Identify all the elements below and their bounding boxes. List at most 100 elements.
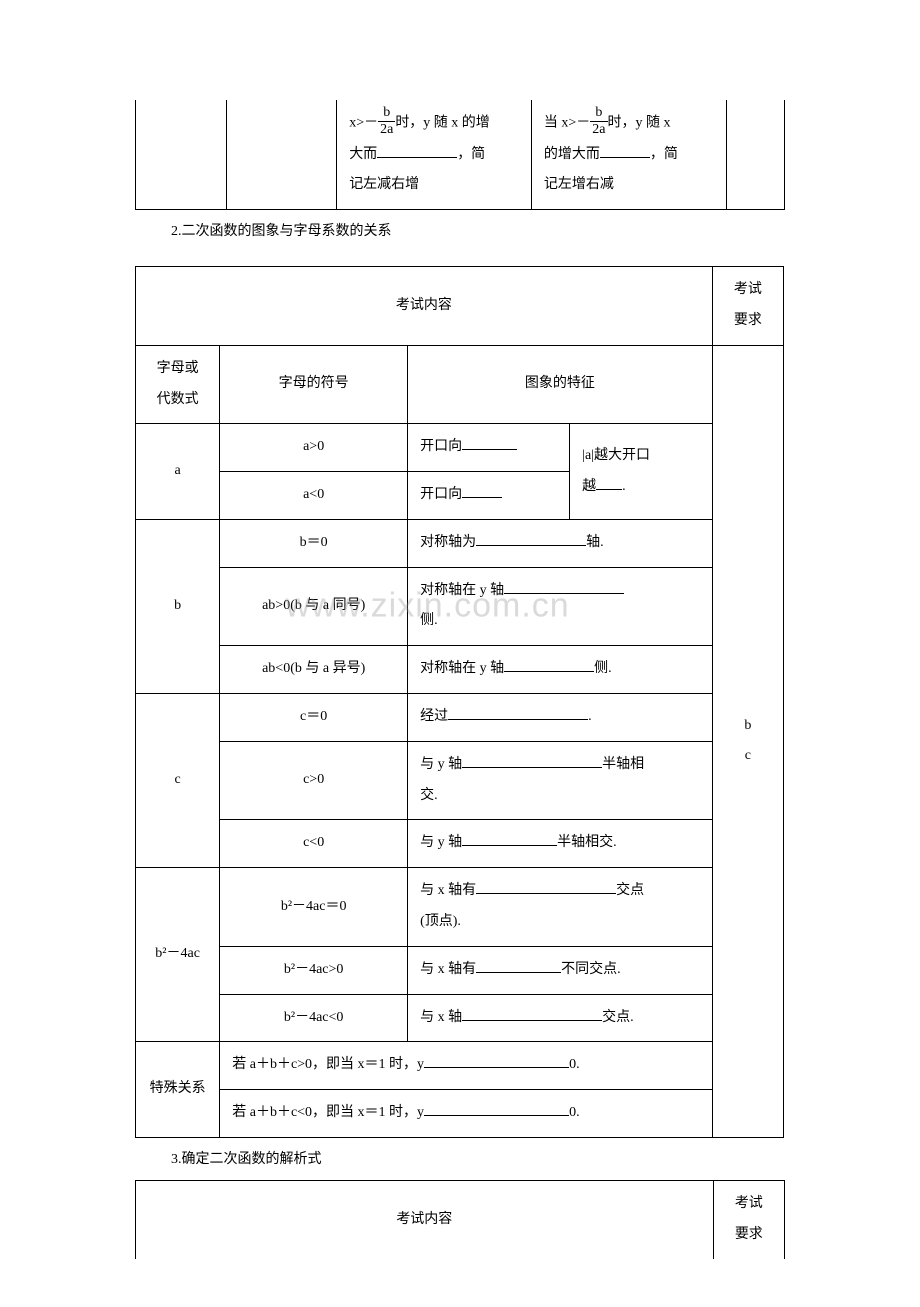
t2-b-r1f2: 轴. — [586, 535, 604, 550]
t3-frac: b2a — [378, 106, 395, 137]
t2-d-r3f1: 与 x 轴 — [420, 1010, 462, 1025]
top-empty-5 — [726, 100, 784, 210]
t4-frac: b2a — [590, 106, 607, 137]
t2-side-b: b — [744, 718, 751, 733]
t2-a-m1: |a|越大开口 — [582, 448, 650, 463]
t2-a-m2: 越 — [582, 479, 596, 494]
t2-d-r1b — [476, 893, 616, 894]
t2-b-r2f1: 对称轴在 y 轴 — [420, 583, 504, 598]
t2-a-r1f-t: 开口向 — [420, 439, 462, 454]
top-cell-3: x>－b2a时，y 随 x 的增 大而 ，简 记左减右增 — [337, 100, 532, 210]
t3-req2: 要求 — [735, 1227, 763, 1242]
t2-b-r2b — [504, 593, 624, 594]
t2-side-c: c — [745, 748, 751, 763]
t2-sp-r2a: 若 a＋b＋c<0，即当 x＝1 时，y — [232, 1105, 424, 1120]
t2-a-r1f: 开口向 — [408, 424, 570, 472]
t4-l2b: ，简 — [650, 147, 678, 162]
t2-a-mb — [596, 489, 622, 490]
t3-l2a: 大而 — [349, 147, 377, 162]
top-empty-1 — [136, 100, 227, 210]
t2-c-r3b — [462, 845, 557, 846]
t2-d-r3f: 与 x 轴 交点. — [408, 994, 713, 1042]
t2-a-label: a — [136, 424, 220, 520]
t2-c-r3f: 与 y 轴 半轴相交. — [408, 820, 713, 868]
t2-d-r2f2: 不同交点. — [561, 962, 621, 977]
top-cell-4: 当 x>－b2a时，y 随 x 的增大而 ，简 记左增右减 — [531, 100, 726, 210]
t2-d-r2f: 与 x 轴有 不同交点. — [408, 946, 713, 994]
top-empty-2 — [226, 100, 336, 210]
t2-c-r1b — [448, 719, 588, 720]
t2-c-r1f2: . — [588, 709, 592, 724]
t2-a-r1f-b — [462, 449, 517, 450]
t2-b-r3s: ab<0(b 与 a 异号) — [220, 646, 408, 694]
t2-a-r2f: 开口向 — [408, 472, 570, 520]
t2-d-r2f1: 与 x 轴有 — [420, 962, 476, 977]
t2-col-letter: 字母或 代数式 — [136, 345, 220, 424]
t4-l3: 记左增右减 — [544, 177, 614, 192]
t2-a-r2s: a<0 — [220, 472, 408, 520]
t2-c-r1f1: 经过 — [420, 709, 448, 724]
t2-d-r1f: 与 x 轴有交点 (顶点). — [408, 868, 713, 947]
t3-header-req: 考试 要求 — [713, 1181, 784, 1259]
t2-c-r2f3: 交. — [420, 788, 438, 803]
t2-req1: 考试 — [734, 282, 762, 297]
t2-sp-r1b-blank — [424, 1067, 569, 1068]
t2-sp-label: 特殊关系 — [136, 1042, 220, 1138]
heading-2: 2.二次函数的图象与字母系数的关系 — [171, 218, 785, 246]
t2-side: b c — [712, 345, 783, 1137]
t2-a-r1s: a>0 — [220, 424, 408, 472]
t4-mid: 时，y 随 x — [608, 116, 671, 131]
t2-a-merged: |a|越大开口 越. — [570, 424, 713, 520]
top-partial-table: x>－b2a时，y 随 x 的增 大而，简 记左减右增 当 x>－b2a时，y … — [135, 100, 785, 210]
t3-l3: 记左减右增 — [349, 177, 419, 192]
t2-col-feature: 图象的特征 — [408, 345, 713, 424]
t3-req1: 考试 — [735, 1196, 763, 1211]
t2-a-r2f-t: 开口向 — [420, 487, 462, 502]
heading-3: 3.确定二次函数的解析式 — [171, 1146, 785, 1174]
t2-c-r3f2: 半轴相交. — [557, 835, 617, 850]
t2-c-r2f2: 半轴相 — [602, 757, 644, 772]
t2-c-r1s: c＝0 — [220, 694, 408, 742]
t2-sp-r2: 若 a＋b＋c<0，即当 x＝1 时，y 0. — [220, 1090, 712, 1138]
t2-d-r1s: b²－4ac＝0 — [220, 868, 408, 947]
t2-b-r1b — [476, 545, 586, 546]
t2-b-r2f2: 侧. — [420, 613, 438, 628]
t2-d-r2s: b²－4ac>0 — [220, 946, 408, 994]
t2-sp-r1a: 若 a＋b＋c>0，即当 x＝1 时，y — [232, 1057, 424, 1072]
t2-cl2: 代数式 — [157, 392, 199, 407]
t2-c-r3s: c<0 — [220, 820, 408, 868]
t2-d-label: b²－4ac — [136, 868, 220, 1042]
t2-d-r1f1: 与 x 轴有 — [420, 883, 476, 898]
t3-blank — [377, 157, 457, 158]
t2-b-r2f: 对称轴在 y 轴 侧. — [408, 567, 713, 646]
t2-d-r3b — [462, 1020, 602, 1021]
table-2: 考试内容 考试 要求 字母或 代数式 字母的符号 图象的特征 b c a a>0… — [135, 266, 785, 1138]
t2-b-r3b — [504, 671, 594, 672]
t2-b-r1f: 对称轴为轴. — [408, 519, 713, 567]
t3-l2b: ，简 — [457, 147, 485, 162]
t2-b-label: b — [136, 519, 220, 693]
t4-num: b — [590, 106, 607, 121]
t2-header-content: 考试内容 — [136, 267, 713, 346]
t2-header-req: 考试 要求 — [712, 267, 783, 346]
t3-num: b — [378, 106, 395, 121]
t2-sp-r1: 若 a＋b＋c>0，即当 x＝1 时，y 0. — [220, 1042, 712, 1090]
t2-b-r3f1: 对称轴在 y 轴 — [420, 661, 504, 676]
t3-pre: x>－ — [349, 116, 378, 131]
t4-pre: 当 x>－ — [544, 116, 590, 131]
t2-a-r2f-b — [462, 497, 502, 498]
t3-mid: 时，y 随 x 的增 — [395, 116, 490, 131]
t3-header-content: 考试内容 — [136, 1181, 714, 1259]
t2-sp-r2b-blank — [424, 1115, 569, 1116]
t2-c-r2f1: 与 y 轴 — [420, 757, 462, 772]
t2-d-r3f2: 交点. — [602, 1010, 634, 1025]
t2-d-r1f3: (顶点). — [420, 914, 461, 929]
t2-col-sign: 字母的符号 — [220, 345, 408, 424]
t2-sp-r1b: 0. — [569, 1057, 580, 1072]
t2-c-r3f1: 与 y 轴 — [420, 835, 462, 850]
t4-l2a: 的增大而 — [544, 147, 600, 162]
t2-sp-r2b: 0. — [569, 1105, 580, 1120]
table-3: 考试内容 考试 要求 — [135, 1180, 785, 1259]
t2-c-r2f: 与 y 轴 半轴相 交. — [408, 741, 713, 820]
t2-c-label: c — [136, 694, 220, 868]
